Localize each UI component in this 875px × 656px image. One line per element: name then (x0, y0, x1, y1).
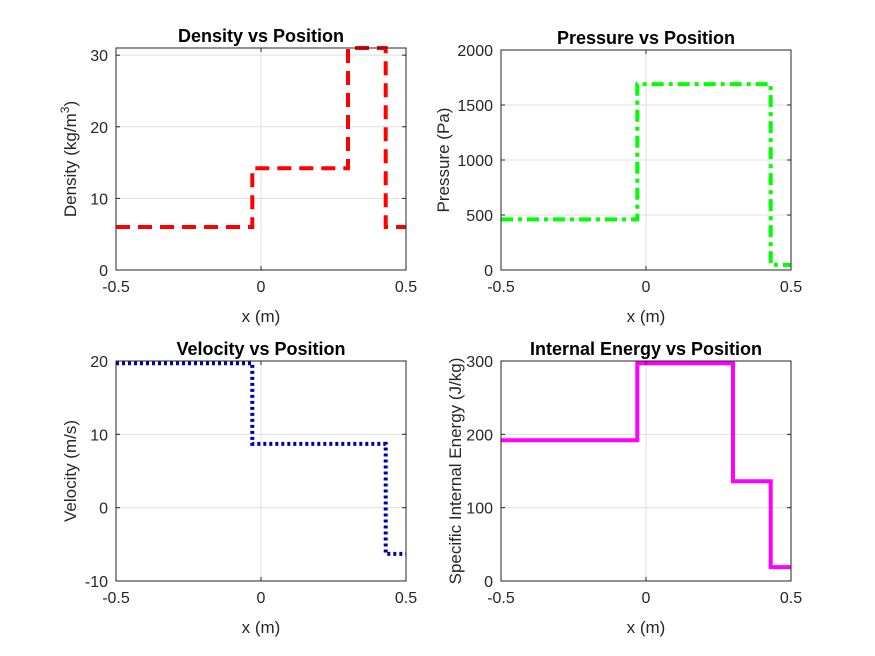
x-axis-label: x (m) (627, 618, 666, 637)
y-axis-label: Pressure (Pa) (434, 108, 453, 213)
chart-title: Density vs Position (178, 26, 344, 46)
y-tick-label: 20 (90, 120, 108, 137)
y-axis-label-text: Density (kg/m (61, 113, 80, 217)
y-tick-label: 500 (466, 208, 493, 225)
y-tick-label: 100 (466, 501, 493, 518)
x-tick-label: -0.5 (487, 590, 515, 607)
x-tick-label: 0.5 (780, 279, 802, 296)
chart-title: Internal Energy vs Position (530, 339, 762, 359)
series-line (116, 46, 406, 229)
y-tick-label: 0 (484, 263, 493, 280)
y-axis-label: Specific Internal Energy (J/kg) (446, 358, 465, 585)
y-tick-label: 0 (99, 501, 108, 518)
chart-title: Pressure vs Position (557, 28, 735, 48)
y-tick-label: 1000 (457, 153, 493, 170)
x-tick-label: 0.5 (395, 279, 417, 296)
y-axis-label: Density (kg/m3) (58, 101, 80, 217)
chart-title: Velocity vs Position (176, 339, 345, 359)
x-axis-label: x (m) (627, 307, 666, 326)
y-tick-label: 200 (466, 427, 493, 444)
y-tick-label: 10 (90, 191, 108, 208)
y-tick-label: 0 (99, 263, 108, 280)
x-tick-label: 0 (642, 279, 651, 296)
y-axis-label-text: Velocity (m/s) (61, 420, 80, 522)
y-tick-label: 0 (484, 574, 493, 591)
x-axis-label: x (m) (242, 618, 281, 637)
x-tick-label: -0.5 (102, 279, 130, 296)
x-tick-label: 0.5 (395, 590, 417, 607)
y-axis-label-text: Specific Internal Energy (J/kg) (446, 358, 465, 585)
y-tick-label: 1500 (457, 98, 493, 115)
y-axis-label: Velocity (m/s) (61, 420, 80, 522)
y-tick-label: -10 (85, 574, 108, 591)
x-tick-label: 0 (257, 279, 266, 296)
y-tick-label: 300 (466, 354, 493, 371)
x-tick-label: -0.5 (487, 279, 515, 296)
y-tick-label: 20 (90, 354, 108, 371)
x-axis-label: x (m) (242, 307, 281, 326)
y-axis-label-superscript: 3 (58, 106, 72, 113)
series-line (501, 82, 791, 267)
y-axis-label-tail: ) (61, 101, 80, 107)
y-axis-label-text: Pressure (Pa) (434, 108, 453, 213)
series-line (116, 361, 406, 556)
y-tick-label: 2000 (457, 43, 493, 60)
x-tick-label: -0.5 (102, 590, 130, 607)
x-tick-label: 0 (257, 590, 266, 607)
series-line (501, 361, 791, 570)
y-tick-label: 30 (90, 48, 108, 65)
y-tick-label: 10 (90, 427, 108, 444)
x-tick-label: 0.5 (780, 590, 802, 607)
subplot-3: -0.5 0 0.5 -10 0 10 20 Velocity vs Position x (m… (61, 339, 417, 637)
x-tick-label: 0 (642, 590, 651, 607)
